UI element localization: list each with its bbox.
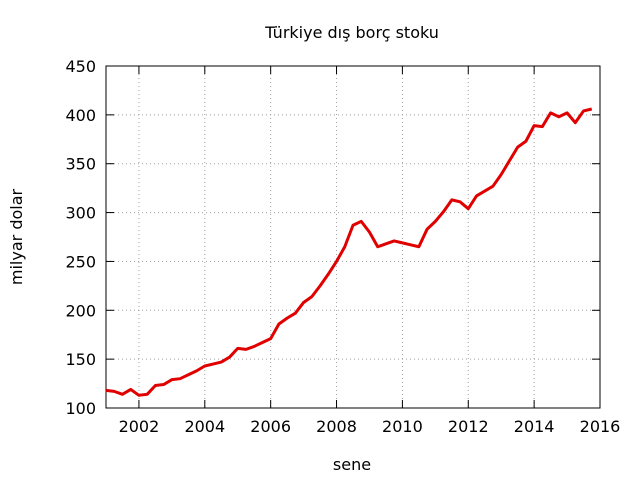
plot-border <box>105 65 601 409</box>
x-tick-label: 2016 <box>580 417 621 436</box>
y-tick-label: 450 <box>65 57 96 76</box>
y-tick-label: 250 <box>65 252 96 271</box>
y-axis-label: milyar dolar <box>7 188 26 285</box>
y-tick-label: 400 <box>65 106 96 125</box>
x-tick-label: 2002 <box>119 417 160 436</box>
x-axis-label: sene <box>333 455 371 474</box>
x-tick-label: 2014 <box>514 417 555 436</box>
y-tick-label: 150 <box>65 350 96 369</box>
chart-title: Türkiye dış borç stoku <box>264 23 439 42</box>
y-tick-label: 200 <box>65 301 96 320</box>
data-line <box>105 107 593 397</box>
x-tick-label: 2010 <box>382 417 423 436</box>
y-tick-label: 100 <box>65 399 96 418</box>
y-tick-label: 300 <box>65 204 96 223</box>
x-tick-label: 2004 <box>184 417 225 436</box>
x-tick-label: 2006 <box>250 417 291 436</box>
y-tick-label: 350 <box>65 155 96 174</box>
x-tick-label: 2008 <box>316 417 357 436</box>
x-tick-label: 2012 <box>448 417 489 436</box>
